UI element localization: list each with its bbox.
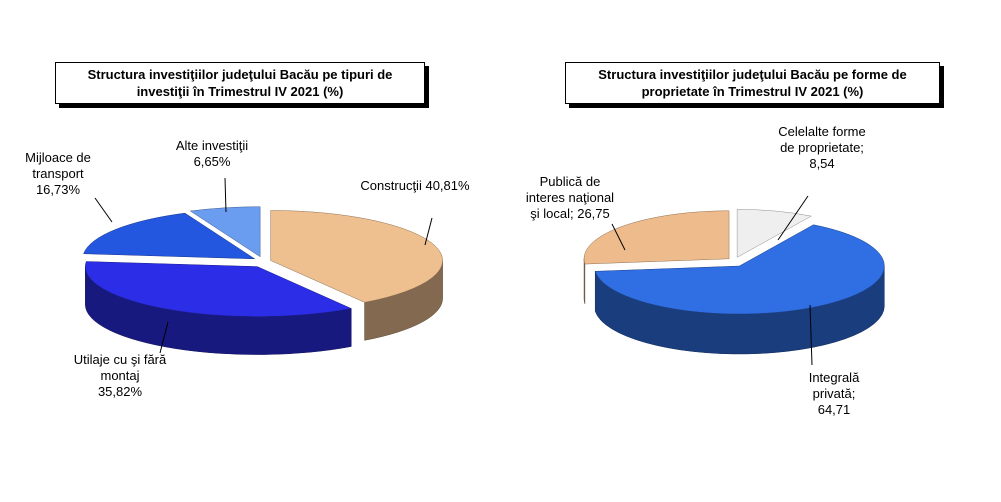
leader-line [611, 223, 626, 251]
category-label: Mijloace de transport [25, 150, 91, 181]
pie-slice [736, 209, 812, 258]
pie-slice [583, 210, 730, 265]
category-label: Integrală privată; [808, 370, 860, 401]
slice-label: Publică de interes naţional şi local; 26… [525, 174, 615, 222]
value-label: 35,82% [97, 384, 143, 399]
slice-label: Construcţii 40,81% [360, 178, 470, 194]
category-label: Construcţii [360, 178, 422, 193]
pie-slice [594, 224, 885, 315]
slice-label: Celelalte forme de proprietate; 8,54 [772, 124, 872, 172]
slice-label: Utilaje cu şi fără montaj 35,82% [65, 352, 175, 400]
leader-line [94, 197, 113, 223]
slice-label: Alte investiţii 6,65% [157, 138, 267, 170]
pie-tops [583, 209, 885, 315]
pie-slice [83, 212, 256, 260]
chart-title: Structura investiţiilor judeţului Bacău … [565, 62, 940, 104]
slice-label: Integrală privată; 64,71 [799, 370, 869, 418]
leader-line [159, 321, 169, 354]
pie-slice [85, 261, 353, 317]
leader-line [777, 195, 809, 241]
value-label: 64,71 [817, 402, 851, 417]
category-label: Alte investiţii [175, 138, 249, 153]
category-label: Celelalte forme de proprietate; [778, 124, 866, 155]
pie-slice [189, 206, 261, 258]
value-label: 16,73% [35, 182, 81, 197]
value-label: 40,81% [425, 178, 470, 193]
chart-title: Structura investiţiilor judeţului Bacău … [55, 62, 425, 104]
value-label: 6,65% [193, 154, 231, 169]
slice-side [583, 258, 586, 305]
leader-line [809, 304, 813, 366]
slice-label: Mijloace de transport 16,73% [8, 150, 108, 198]
value-label: 26,75 [577, 206, 610, 221]
value-label: 8,54 [809, 156, 835, 171]
category-label: Publică de interes naţional şi local; [525, 174, 615, 221]
pie-tops [83, 206, 443, 317]
leader-line [224, 177, 227, 213]
category-label: Utilaje cu şi fără montaj [73, 352, 167, 383]
leader-line [424, 217, 433, 246]
pie-slice [270, 210, 443, 303]
